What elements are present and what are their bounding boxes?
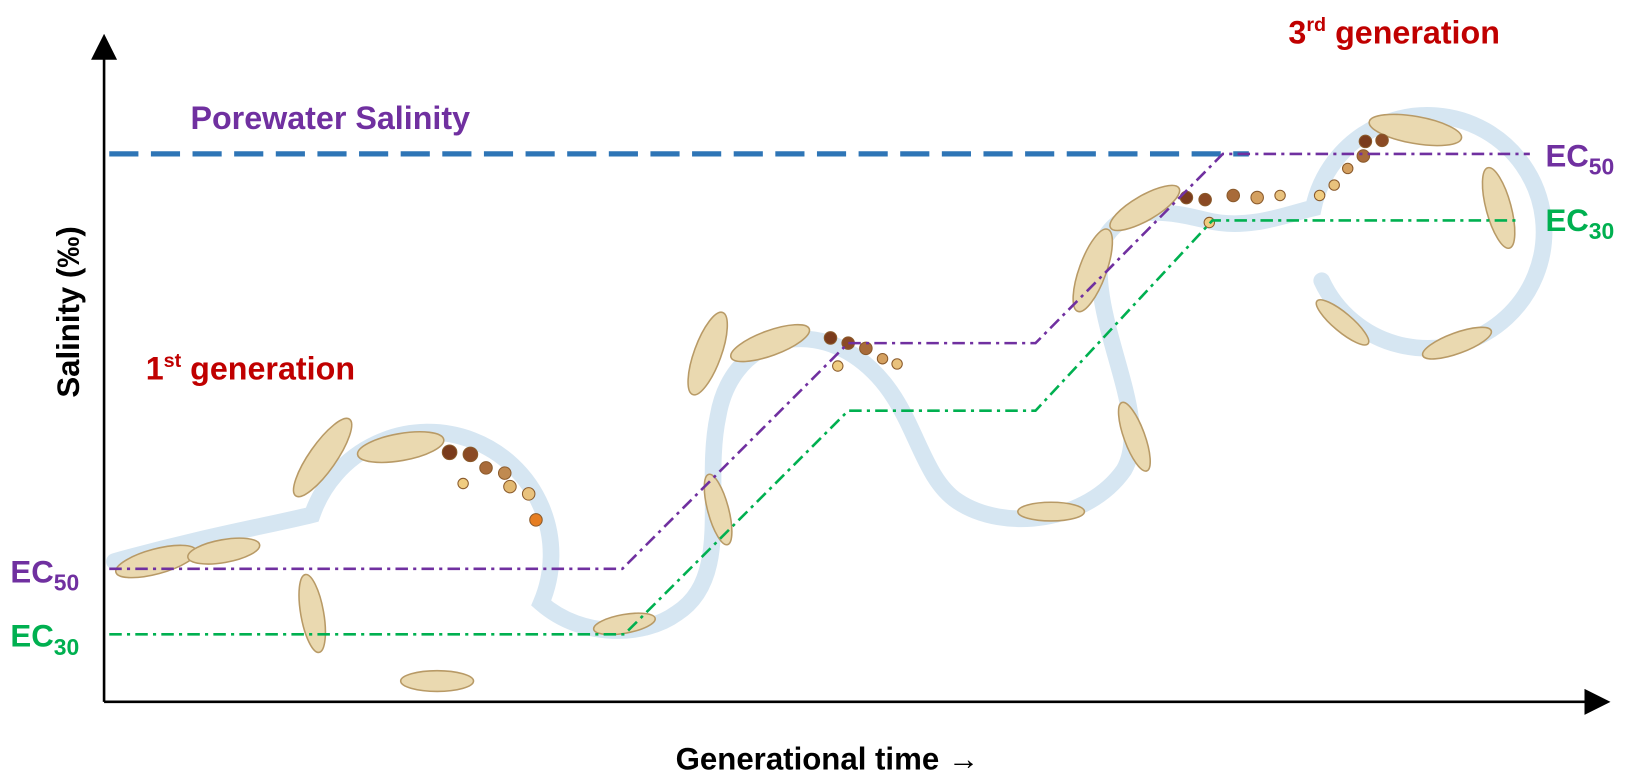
x-axis-label: Generational time →: [676, 741, 979, 776]
number: 1: [146, 351, 164, 387]
suffix: rd: [1306, 14, 1326, 36]
page: Salinity (‰) Generational time → Porewat…: [0, 0, 1636, 784]
y-axis-label: Salinity (‰): [51, 226, 86, 397]
left-ec30-label: EC30: [10, 619, 79, 660]
subscript: 50: [1589, 154, 1614, 180]
base: EC: [1545, 138, 1588, 173]
egg-clusters: [442, 134, 1388, 526]
text: generation: [181, 351, 355, 387]
ec30-line: [109, 220, 1519, 634]
subscript: 50: [54, 570, 79, 596]
base: EC: [10, 554, 53, 589]
subscript: 30: [54, 634, 79, 660]
third-generation-label: 3rd generation: [1288, 14, 1500, 50]
base: EC: [1545, 203, 1588, 238]
base: EC: [10, 619, 53, 654]
text: generation: [1326, 15, 1500, 51]
porewater-label: Porewater Salinity: [190, 100, 470, 136]
subscript: 30: [1589, 218, 1614, 244]
left-ec50-label: EC50: [10, 554, 79, 595]
first-generation-label: 1st generation: [146, 350, 355, 386]
number: 3: [1288, 15, 1306, 51]
right-ec50-label: EC50: [1545, 138, 1614, 179]
right-ec30-label: EC30: [1545, 203, 1614, 244]
diagram: Salinity (‰) Generational time → Porewat…: [0, 0, 1636, 784]
suffix: st: [164, 350, 182, 372]
